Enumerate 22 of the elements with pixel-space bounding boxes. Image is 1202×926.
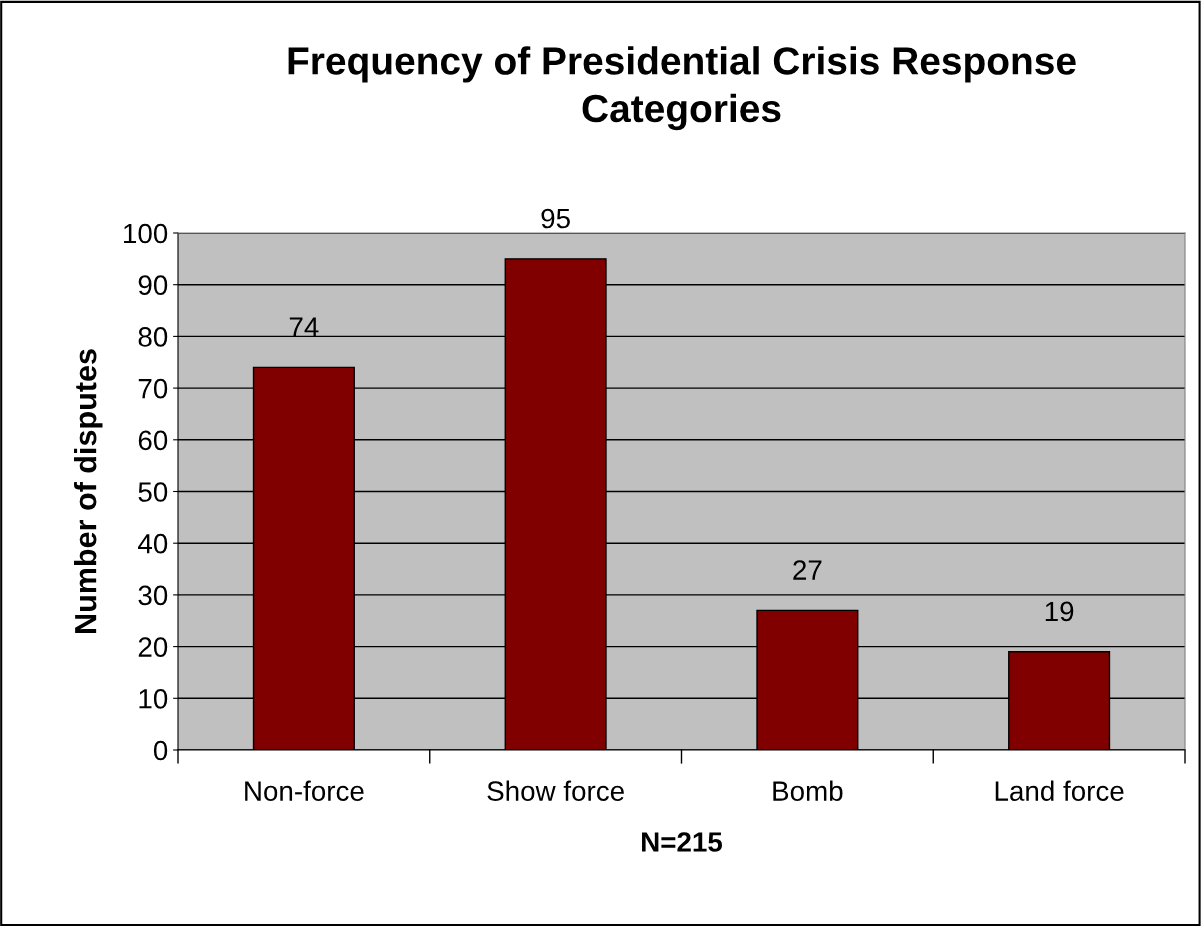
y-tick-label: 30 xyxy=(138,585,168,606)
data-label: 27 xyxy=(793,560,822,580)
y-tick-label: 40 xyxy=(138,533,168,554)
y-tick-label: 80 xyxy=(138,327,168,347)
x-tick-label: Show force xyxy=(487,780,624,801)
y-tick-label: 100 xyxy=(124,223,168,244)
y-tick-label: 10 xyxy=(139,688,168,709)
y-tick-label: 60 xyxy=(138,430,168,451)
y-tick-label: 20 xyxy=(138,637,168,657)
chart-title: Frequency of Presidential Crisis Response Categories xyxy=(288,46,1076,131)
data-label: 95 xyxy=(541,208,570,229)
x-tick-label: Non-force xyxy=(245,780,364,801)
y-tick-label: 90 xyxy=(138,275,168,296)
y-axis-title: Number of disputes xyxy=(74,349,103,633)
x-tick-label: Land force xyxy=(995,780,1124,801)
y-tick-label: 0 xyxy=(153,740,168,761)
data-label: 19 xyxy=(1045,601,1074,622)
x-tick-label: Bomb xyxy=(773,780,843,801)
y-tick-label: 70 xyxy=(138,378,168,399)
y-tick-label: 50 xyxy=(138,482,168,502)
x-axis-title: N=215 xyxy=(642,832,723,852)
data-label: 74 xyxy=(289,317,319,337)
